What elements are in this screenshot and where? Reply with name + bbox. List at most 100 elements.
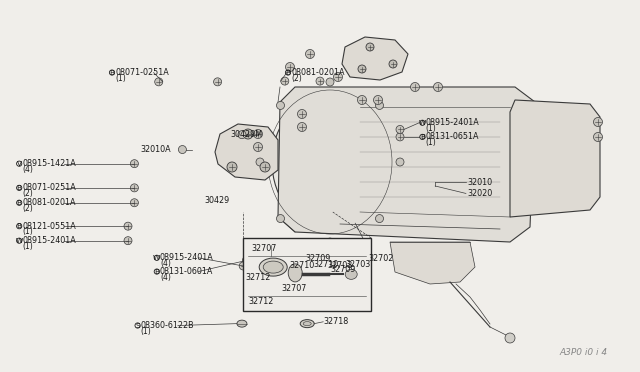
Text: B: B: [17, 223, 22, 229]
Circle shape: [281, 77, 289, 85]
Text: 08081-0201A: 08081-0201A: [291, 68, 345, 77]
Circle shape: [276, 215, 285, 222]
Text: 32010A: 32010A: [141, 145, 172, 154]
Circle shape: [239, 262, 247, 270]
Text: A3P0 i0 i 4: A3P0 i0 i 4: [560, 348, 608, 357]
Text: 32707: 32707: [282, 284, 307, 293]
Ellipse shape: [285, 109, 375, 215]
Text: (1): (1): [22, 227, 33, 237]
Circle shape: [374, 96, 383, 105]
Text: (1): (1): [141, 327, 152, 336]
Circle shape: [298, 109, 307, 119]
Ellipse shape: [300, 320, 314, 328]
Text: (4): (4): [160, 259, 171, 268]
Text: (2): (2): [22, 204, 33, 213]
Circle shape: [433, 83, 442, 92]
Text: B: B: [17, 200, 22, 206]
Circle shape: [326, 78, 334, 86]
Text: 08071-0251A: 08071-0251A: [22, 183, 76, 192]
Circle shape: [124, 222, 132, 230]
Circle shape: [131, 160, 138, 168]
Circle shape: [285, 62, 294, 71]
Circle shape: [593, 132, 602, 141]
Circle shape: [593, 118, 602, 126]
Circle shape: [389, 60, 397, 68]
Circle shape: [256, 158, 264, 166]
Text: W: W: [15, 238, 23, 244]
Text: 08915-2401A: 08915-2401A: [426, 118, 479, 127]
Circle shape: [243, 256, 250, 264]
Circle shape: [298, 122, 307, 131]
Circle shape: [410, 83, 419, 92]
Circle shape: [396, 125, 404, 134]
Text: (4): (4): [160, 273, 171, 282]
Circle shape: [358, 96, 367, 105]
Circle shape: [396, 158, 404, 166]
Text: 32712: 32712: [248, 298, 273, 307]
Text: 32703: 32703: [327, 261, 353, 270]
Text: W: W: [419, 120, 426, 126]
Circle shape: [238, 131, 246, 139]
Text: 08360-6122B: 08360-6122B: [141, 321, 195, 330]
Text: B: B: [109, 70, 115, 76]
Ellipse shape: [237, 320, 247, 327]
Text: W: W: [153, 255, 161, 261]
Circle shape: [376, 102, 383, 109]
Circle shape: [227, 162, 237, 172]
Text: (1): (1): [22, 242, 33, 251]
Text: V: V: [17, 161, 22, 167]
Text: (1): (1): [426, 138, 436, 147]
Text: 32703: 32703: [346, 260, 371, 269]
Text: 30429M: 30429M: [230, 130, 262, 139]
Text: 08915-2401A: 08915-2401A: [22, 236, 76, 245]
Text: 32712: 32712: [245, 273, 271, 282]
Text: (1): (1): [115, 74, 126, 83]
Text: S: S: [135, 323, 140, 328]
Text: 08915-1421A: 08915-1421A: [22, 159, 76, 168]
Text: (1): (1): [426, 124, 436, 133]
Ellipse shape: [303, 322, 311, 326]
Ellipse shape: [259, 258, 287, 276]
Circle shape: [253, 142, 262, 151]
Circle shape: [276, 102, 285, 109]
Ellipse shape: [263, 261, 283, 273]
Ellipse shape: [272, 94, 388, 230]
Text: 08131-0601A: 08131-0601A: [160, 267, 213, 276]
Ellipse shape: [312, 142, 348, 182]
Polygon shape: [342, 37, 408, 80]
Text: (2): (2): [291, 74, 302, 83]
Circle shape: [376, 215, 383, 222]
Text: (4): (4): [22, 165, 33, 174]
Text: B: B: [285, 70, 291, 76]
Circle shape: [326, 238, 334, 246]
Text: 08071-0251A: 08071-0251A: [115, 68, 169, 77]
Circle shape: [333, 73, 342, 81]
Circle shape: [253, 129, 262, 138]
Circle shape: [155, 78, 163, 86]
Polygon shape: [278, 87, 535, 242]
Circle shape: [214, 78, 221, 86]
Text: B: B: [17, 185, 22, 191]
Circle shape: [260, 162, 270, 172]
Polygon shape: [510, 100, 600, 217]
Circle shape: [305, 49, 314, 58]
Text: 08121-0551A: 08121-0551A: [22, 222, 76, 231]
Circle shape: [316, 77, 324, 85]
Text: 32710: 32710: [314, 260, 339, 269]
Circle shape: [243, 129, 253, 139]
Ellipse shape: [345, 269, 357, 279]
Bar: [243, 238, 371, 311]
Text: 32710: 32710: [289, 261, 314, 270]
Circle shape: [505, 333, 515, 343]
Circle shape: [179, 145, 186, 154]
Circle shape: [131, 199, 138, 207]
Text: 32709: 32709: [305, 254, 331, 263]
Text: (2): (2): [22, 189, 33, 198]
Text: B: B: [420, 134, 425, 140]
Circle shape: [358, 65, 366, 73]
Text: 32020: 32020: [467, 189, 492, 198]
Text: 32702: 32702: [368, 254, 394, 263]
Text: 08131-0651A: 08131-0651A: [426, 132, 479, 141]
Text: 32709: 32709: [330, 265, 356, 274]
Text: 32707: 32707: [251, 244, 276, 253]
